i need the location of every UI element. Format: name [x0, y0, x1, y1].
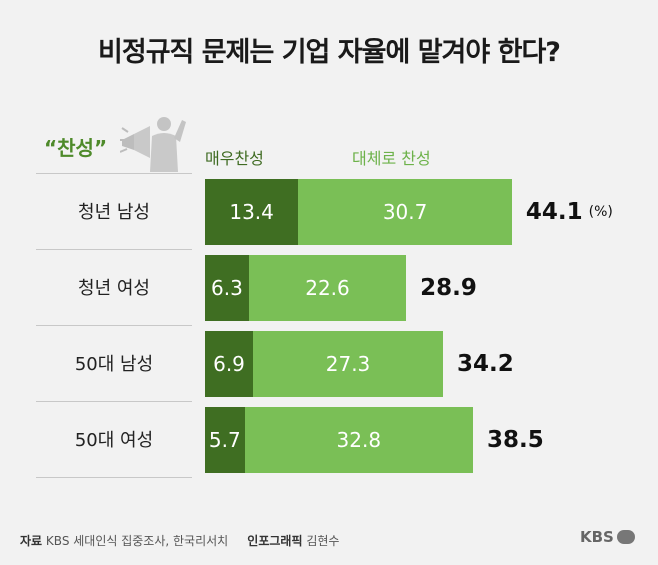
total-value-label: 44.1 (%): [526, 179, 613, 245]
bar-strong-support: 13.4: [205, 179, 299, 245]
kbs-logo: KBS: [580, 528, 635, 546]
row-divider: [36, 249, 192, 250]
support-label: “찬성”: [44, 136, 108, 160]
logo-mark-icon: [616, 530, 635, 544]
megaphone-person-icon: [120, 117, 186, 172]
bar-strong-support: 5.7: [205, 407, 245, 473]
graphic-label: 인포그래픽: [247, 534, 303, 548]
category-label: 50대 남성: [74, 354, 154, 375]
row-divider: [36, 477, 192, 478]
chart-title: 비정규직 문제는 기업 자율에 맡겨야 한다?: [98, 37, 561, 68]
row-divider: [36, 173, 192, 174]
bar-mild-support: 22.6: [248, 255, 407, 321]
legend-mild: 대체로 찬성: [352, 149, 431, 168]
category-label: 50대 여성: [74, 430, 154, 451]
bar-mild-support: 27.3: [253, 331, 444, 397]
unit-label: (%): [588, 204, 613, 220]
total-value: 38.5: [486, 427, 544, 453]
category-label: 청년 남성: [78, 202, 150, 223]
bar-strong-support: 6.9: [205, 331, 254, 397]
legend-strong: 매우찬성: [205, 149, 264, 168]
total-value: 28.9: [420, 275, 477, 301]
total-value-label: 28.9: [420, 255, 477, 321]
logo-text: KBS: [580, 528, 614, 546]
total-value-label: 38.5: [487, 407, 544, 473]
source-label: 자료: [20, 534, 43, 548]
row-divider: [36, 401, 192, 402]
total-value: 44.1: [525, 199, 583, 225]
bar-strong-support: 6.3: [205, 255, 249, 321]
row-divider: [36, 325, 192, 326]
footer: 자료 KBS 세대인식 집중조사, 한국리서치 인포그래픽 김현수: [20, 532, 339, 549]
bar-mild-support: 30.7: [298, 179, 512, 245]
source-text: KBS 세대인식 집중조사, 한국리서치: [45, 534, 229, 548]
category-label: 청년 여성: [78, 278, 150, 299]
bar-mild-support: 32.8: [244, 407, 473, 473]
graphic-text: 김현수: [306, 534, 340, 548]
total-value-label: 34.2: [457, 331, 514, 397]
total-value: 34.2: [457, 351, 514, 377]
